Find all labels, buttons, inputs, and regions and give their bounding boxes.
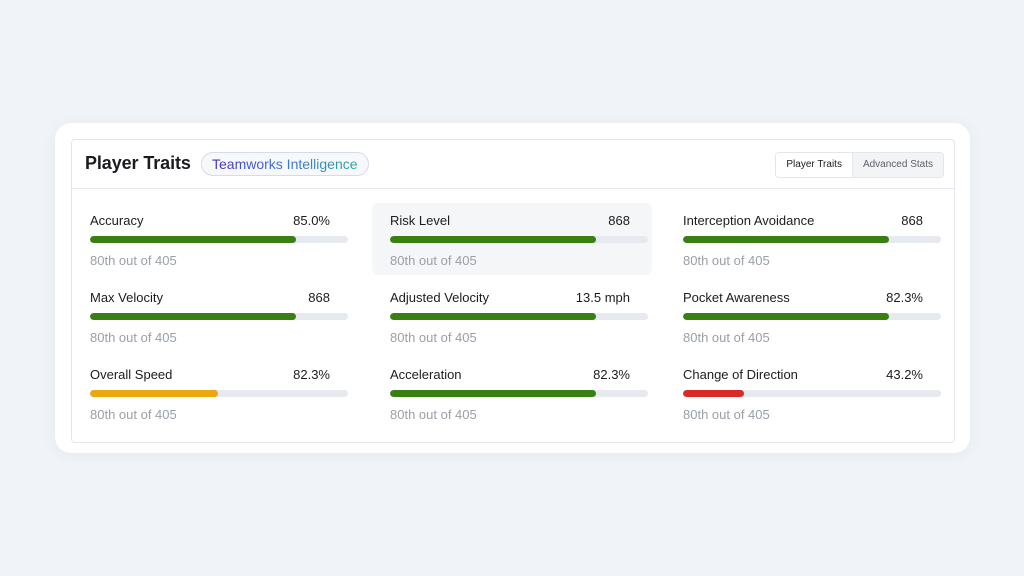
trait-progress-track	[390, 390, 648, 397]
trait-rank: 80th out of 405	[683, 253, 770, 268]
trait-label: Interception Avoidance	[683, 213, 815, 228]
trait-label: Acceleration	[390, 367, 462, 382]
tab-advanced-stats[interactable]: Advanced Stats	[851, 153, 943, 177]
trait-progress-track	[390, 313, 648, 320]
page-title: Player Traits	[85, 153, 191, 173]
player-traits-card: Player Traits Teamworks Intelligence Pla…	[55, 123, 970, 453]
trait-rank: 80th out of 405	[90, 330, 177, 345]
trait-card[interactable]: Adjusted Velocity 13.5 mph 80th out of 4…	[372, 280, 652, 352]
trait-rank: 80th out of 405	[90, 253, 177, 268]
trait-card[interactable]: Risk Level 868 80th out of 405	[372, 203, 652, 275]
trait-progress-track	[90, 236, 348, 243]
trait-card[interactable]: Pocket Awareness 82.3% 80th out of 405	[665, 280, 945, 352]
trait-progress-fill	[683, 390, 744, 397]
trait-rank: 80th out of 405	[390, 253, 477, 268]
trait-card[interactable]: Acceleration 82.3% 80th out of 405	[372, 357, 652, 429]
trait-progress-track	[90, 313, 348, 320]
trait-card[interactable]: Accuracy 85.0% 80th out of 405	[72, 203, 352, 275]
trait-progress-track	[390, 236, 648, 243]
trait-label: Change of Direction	[683, 367, 798, 382]
trait-progress-track	[683, 390, 941, 397]
trait-value: 868	[608, 213, 630, 228]
trait-label: Max Velocity	[90, 290, 163, 305]
trait-label: Risk Level	[390, 213, 450, 228]
trait-value: 43.2%	[886, 367, 923, 382]
trait-progress-fill	[390, 236, 597, 243]
teamworks-intelligence-badge: Teamworks Intelligence	[201, 152, 369, 176]
trait-label: Adjusted Velocity	[390, 290, 490, 305]
trait-progress-track	[683, 313, 941, 320]
trait-progress-fill	[390, 390, 597, 397]
trait-label: Pocket Awareness	[683, 290, 790, 305]
view-tabs: Player Traits Advanced Stats	[775, 152, 944, 178]
trait-progress-fill	[683, 313, 890, 320]
trait-rank: 80th out of 405	[390, 407, 477, 422]
player-traits-panel: Player Traits Teamworks Intelligence Pla…	[71, 139, 955, 443]
trait-card[interactable]: Overall Speed 82.3% 80th out of 405	[72, 357, 352, 429]
trait-card[interactable]: Change of Direction 43.2% 80th out of 40…	[665, 357, 945, 429]
tab-player-traits[interactable]: Player Traits	[776, 153, 852, 177]
trait-label: Accuracy	[90, 213, 144, 228]
trait-rank: 80th out of 405	[390, 330, 477, 345]
trait-progress-fill	[683, 236, 890, 243]
trait-value: 82.3%	[593, 367, 630, 382]
trait-card[interactable]: Interception Avoidance 868 80th out of 4…	[665, 203, 945, 275]
trait-card[interactable]: Max Velocity 868 80th out of 405	[72, 280, 352, 352]
trait-progress-fill	[90, 236, 297, 243]
trait-rank: 80th out of 405	[683, 330, 770, 345]
trait-progress-fill	[90, 313, 297, 320]
trait-rank: 80th out of 405	[90, 407, 177, 422]
trait-value: 868	[901, 213, 923, 228]
trait-value: 868	[308, 290, 330, 305]
trait-progress-fill	[390, 313, 597, 320]
trait-value: 85.0%	[293, 213, 330, 228]
trait-rank: 80th out of 405	[683, 407, 770, 422]
trait-progress-track	[683, 236, 941, 243]
trait-progress-track	[90, 390, 348, 397]
trait-progress-fill	[90, 390, 218, 397]
panel-header: Player Traits Teamworks Intelligence Pla…	[72, 140, 954, 189]
trait-label: Overall Speed	[90, 367, 173, 382]
trait-value: 13.5 mph	[575, 290, 630, 305]
trait-value: 82.3%	[886, 290, 923, 305]
traits-grid: Accuracy 85.0% 80th out of 405 Risk Leve…	[72, 189, 954, 442]
trait-value: 82.3%	[293, 367, 330, 382]
badge-label: Teamworks Intelligence	[212, 156, 358, 172]
